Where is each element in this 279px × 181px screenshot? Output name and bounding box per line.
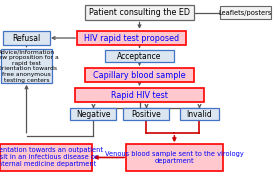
FancyBboxPatch shape bbox=[126, 144, 223, 171]
FancyBboxPatch shape bbox=[85, 5, 194, 20]
Text: Invalid: Invalid bbox=[187, 110, 212, 119]
FancyBboxPatch shape bbox=[85, 68, 194, 82]
Text: HIV rapid test proposed: HIV rapid test proposed bbox=[84, 33, 179, 43]
Text: Refusal: Refusal bbox=[12, 33, 41, 43]
Text: Orientation towards an outpatient
visit in an infectious disease or
internal med: Orientation towards an outpatient visit … bbox=[0, 148, 103, 167]
Text: Patient consulting the ED: Patient consulting the ED bbox=[89, 8, 190, 17]
Text: Advice/Information
New proposition for a
rapid test
Orientation towards
free ano: Advice/Information New proposition for a… bbox=[0, 49, 59, 83]
Text: Capillary blood sample: Capillary blood sample bbox=[93, 71, 186, 80]
FancyBboxPatch shape bbox=[220, 6, 271, 19]
FancyBboxPatch shape bbox=[1, 49, 52, 83]
Text: Positive: Positive bbox=[132, 110, 161, 119]
FancyBboxPatch shape bbox=[75, 88, 204, 102]
FancyBboxPatch shape bbox=[70, 108, 117, 120]
FancyBboxPatch shape bbox=[77, 31, 186, 45]
FancyBboxPatch shape bbox=[3, 31, 50, 45]
Text: Venous blood sample sent to the virology
department: Venous blood sample sent to the virology… bbox=[105, 151, 244, 164]
Text: Acceptance: Acceptance bbox=[117, 52, 162, 61]
FancyBboxPatch shape bbox=[123, 108, 170, 120]
Text: Rapid HIV test: Rapid HIV test bbox=[111, 90, 168, 100]
FancyBboxPatch shape bbox=[105, 50, 174, 62]
Text: Negative: Negative bbox=[76, 110, 111, 119]
FancyBboxPatch shape bbox=[0, 144, 92, 171]
Text: Leaflets/posters: Leaflets/posters bbox=[219, 10, 272, 16]
FancyBboxPatch shape bbox=[180, 108, 219, 120]
